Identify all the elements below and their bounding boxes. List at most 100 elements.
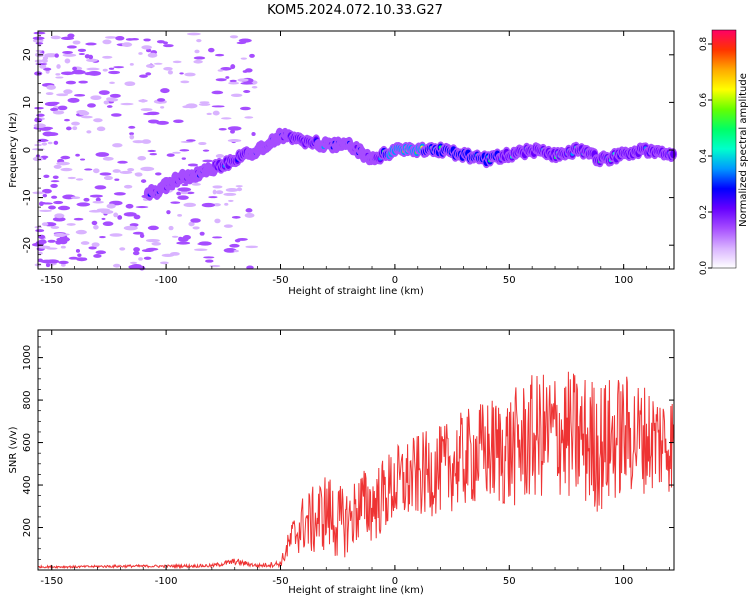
noise-cell [155,172,162,176]
noise-cell [62,53,77,57]
noise-cell [218,127,227,131]
noise-cell [39,209,52,212]
noise-cell [52,217,66,222]
noise-cell [93,118,103,123]
noise-cell [38,239,47,244]
noise-cell [128,125,136,129]
noise-cell [115,36,125,41]
noise-cell [141,45,152,50]
noise-cell [214,53,225,57]
noise-cell [102,156,114,161]
noise-cell [170,201,181,204]
noise-cell [47,141,53,145]
noise-cell [40,259,54,264]
noise-cell [211,105,225,108]
noise-cell [183,202,197,208]
noise-cell [64,118,70,122]
noise-cell [117,160,128,164]
noise-cell [187,32,201,36]
noise-cell [240,57,248,60]
noise-cell [103,100,109,105]
noise-cell [130,38,140,41]
noise-cell [86,67,100,71]
noise-cell [199,231,205,236]
y-tick-label: 800 [22,391,33,410]
noise-cell [66,126,72,131]
noise-cell [106,105,113,108]
noise-cell [83,197,90,202]
noise-cell [140,166,155,172]
noise-cell [53,232,67,238]
noise-cell [132,251,140,256]
noise-cell [109,93,121,98]
noise-cell [182,105,191,109]
noise-cell [230,64,236,70]
noise-cell [171,235,179,238]
noise-cell [112,169,121,173]
noise-cell [198,102,211,106]
noise-cell [102,221,114,227]
noise-cell [227,126,242,131]
noise-cell [91,242,100,248]
noise-cell [173,119,184,123]
noise-cell [90,209,99,213]
noise-cell [50,107,59,112]
noise-cell [32,191,45,195]
noise-cell [237,78,249,82]
noise-cell [109,81,115,84]
noise-cell [145,72,152,76]
noise-cell [71,121,80,126]
noise-cell [67,97,80,103]
noise-cell [159,261,169,265]
noise-cell [190,218,201,223]
noise-cell [192,226,200,230]
noise-cell [77,253,82,257]
noise-cell [55,76,64,79]
colorbar-tick-label: 0.0 [699,261,709,276]
noise-cell [117,215,123,220]
noise-cell [39,63,47,69]
noise-cell [121,42,133,47]
noise-cell [98,90,110,95]
noise-cell [203,256,215,259]
noise-cell [66,45,77,49]
noise-cell [42,131,54,137]
noise-cell [236,41,246,45]
noise-cell [132,140,145,144]
noise-cell [187,163,199,167]
noise-cell [45,263,51,268]
noise-cell [60,245,66,249]
noise-cell [52,110,65,115]
noise-cell [196,38,202,43]
noise-cell [249,53,255,58]
spectrogram-y-ticks: -20 -10 0 10 20 [22,35,674,265]
noise-cell [193,59,203,64]
noise-cell [129,261,138,264]
noise-cell [75,229,87,235]
noise-cell [199,101,210,104]
noise-cell [188,221,195,227]
noise-cell [217,69,224,72]
noise-cell [208,47,215,53]
noise-cell [139,74,148,78]
figure-title: KOM5.2024.072.10.33.G27 [267,3,443,18]
noise-cell [231,216,241,219]
noise-cell [113,192,126,196]
noise-cell [75,249,81,253]
noise-cell [156,120,169,125]
noise-cell [44,53,58,58]
colorbar-tick-label: 0.8 [699,37,709,52]
noise-cell [180,191,189,195]
noise-cell [243,90,251,93]
noise-cell [224,202,229,206]
noise-cell [245,68,253,73]
noise-cell [141,139,152,144]
noise-cell [87,70,102,76]
noise-cell [223,192,237,196]
noise-cell [138,257,143,261]
noise-cell [245,208,253,213]
spectrogram-x-axis-label: Height of straight line (km) [288,286,424,297]
noise-cell [86,58,98,62]
noise-cell [43,174,50,178]
noise-cell [71,69,86,75]
